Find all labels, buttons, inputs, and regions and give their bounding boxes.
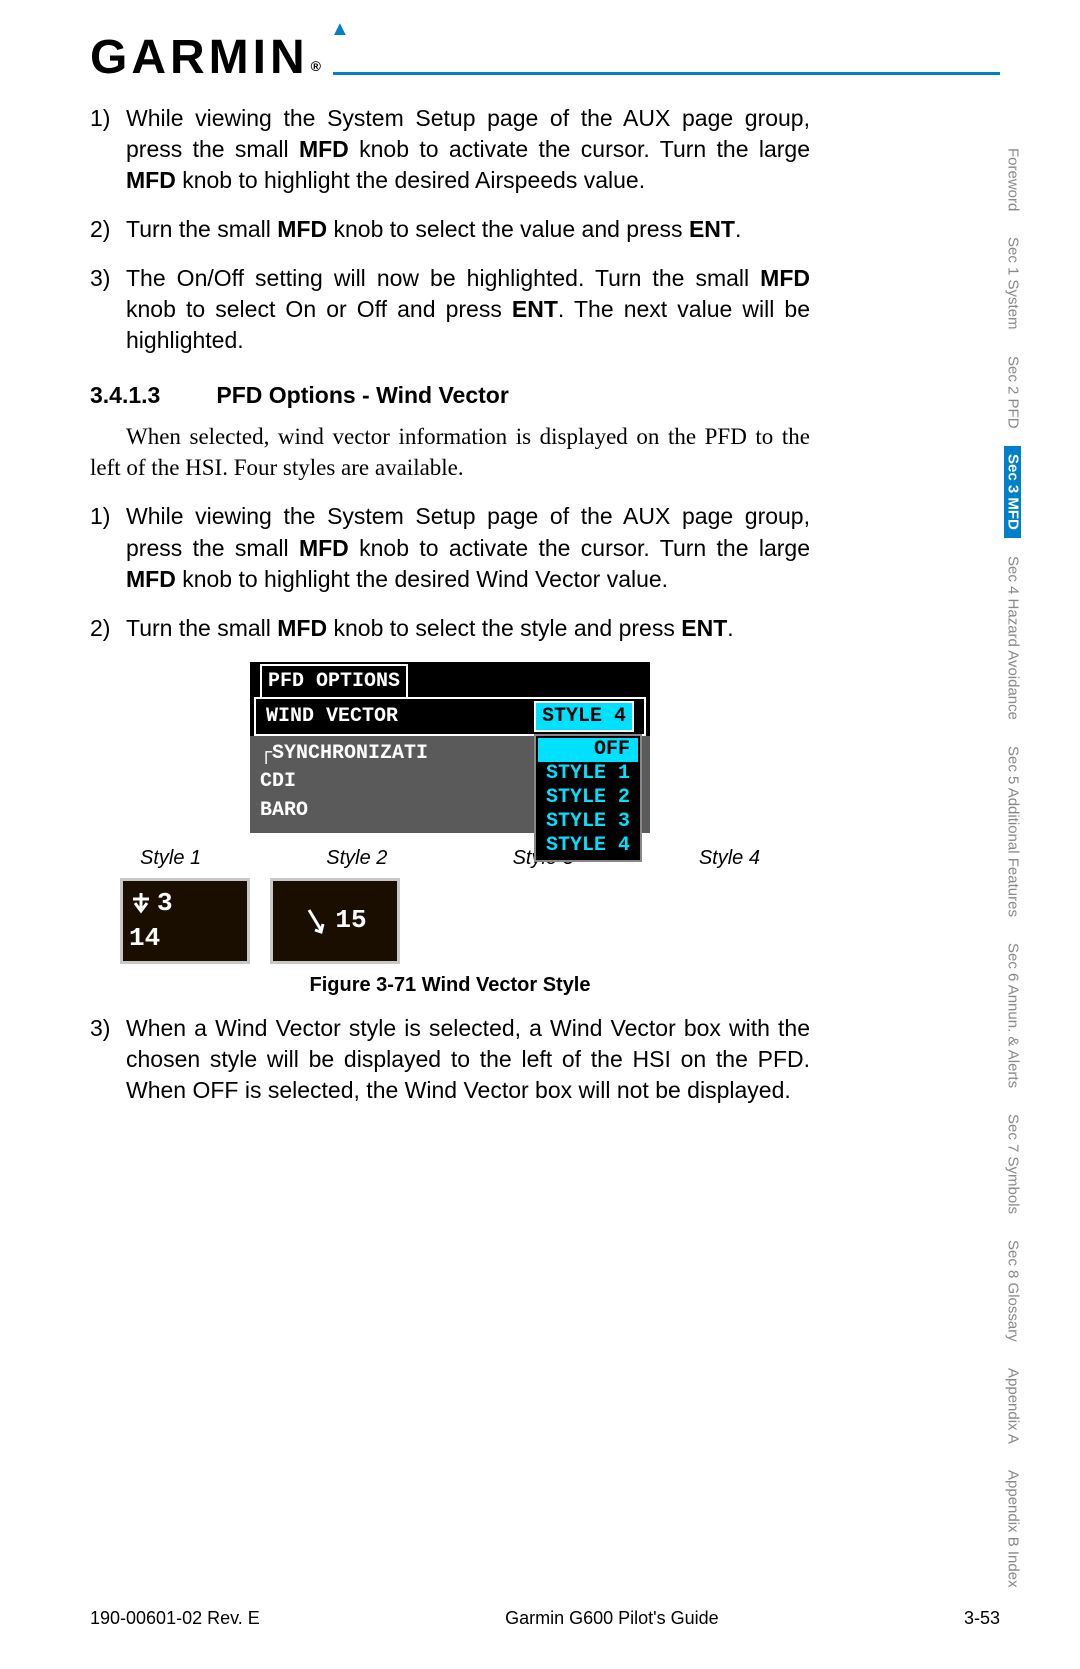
- step-text: When a Wind Vector style is selected, a …: [126, 1013, 810, 1106]
- dropdown-opt-4[interactable]: STYLE 4: [538, 834, 638, 858]
- side-tab[interactable]: Appendix A: [1004, 1360, 1021, 1452]
- garmin-logo: GARMIN® ▲: [90, 30, 325, 85]
- heading-title: PFD Options - Wind Vector: [216, 382, 508, 408]
- footer-right: 3-53: [964, 1608, 1000, 1629]
- main-content: 1)While viewing the System Setup page of…: [90, 103, 810, 1106]
- heading-number: 3.4.1.3: [90, 380, 210, 411]
- style-dropdown[interactable]: OFF STYLE 1 STYLE 2 STYLE 3 STYLE 4: [534, 734, 642, 862]
- dropdown-opt-off[interactable]: OFF: [538, 738, 638, 762]
- sync-area: ┌SYNCHRONIZATI CDI BARO OFF STYLE 1 STYL…: [250, 736, 650, 833]
- footer-center: Garmin G600 Pilot's Guide: [505, 1608, 719, 1629]
- header-rule: [333, 72, 1000, 75]
- style-label-1: Style 1: [140, 845, 201, 872]
- step-number: 3): [90, 263, 126, 356]
- step-item: 3)The On/Off setting will now be highlig…: [90, 263, 810, 356]
- step-text: While viewing the System Setup page of t…: [126, 501, 810, 594]
- dropdown-opt-2[interactable]: STYLE 2: [538, 786, 638, 810]
- arrow-diag-icon: [303, 906, 327, 936]
- step-text: The On/Off setting will now be highlight…: [126, 263, 810, 356]
- style1-bottom-val: 14: [129, 921, 241, 956]
- side-tab[interactable]: Sec 8 Glossary: [1004, 1232, 1021, 1350]
- style1-top-val: 3: [157, 886, 173, 921]
- step-item: 3)When a Wind Vector style is selected, …: [90, 1013, 810, 1106]
- step-text: Turn the small MFD knob to select the va…: [126, 214, 810, 245]
- row-value-box[interactable]: STYLE 4: [534, 701, 634, 732]
- step-item: 2)Turn the small MFD knob to select the …: [90, 613, 810, 644]
- dropdown-opt-3[interactable]: STYLE 3: [538, 810, 638, 834]
- step-text: Turn the small MFD knob to select the st…: [126, 613, 810, 644]
- side-tab[interactable]: Sec 7 Symbols: [1004, 1106, 1021, 1222]
- step-number: 1): [90, 501, 126, 594]
- intro-paragraph: When selected, wind vector information i…: [90, 421, 810, 483]
- side-tab[interactable]: Foreword: [1004, 140, 1021, 219]
- pfd-options-screenshot: PFD OPTIONS WIND VECTOR STYLE 4 ┌SYNCHRO…: [250, 662, 650, 833]
- logo-word: GARMIN: [90, 31, 309, 84]
- style-label-4: Style 4: [699, 845, 760, 872]
- step-number: 1): [90, 103, 126, 196]
- side-tab[interactable]: Sec 2 PFD: [1004, 348, 1021, 437]
- page: GARMIN® ▲ 1)While viewing the System Set…: [0, 0, 1080, 1669]
- step-item: 2)Turn the small MFD knob to select the …: [90, 214, 810, 245]
- logo-registered: ®: [311, 58, 325, 74]
- side-tab[interactable]: Sec 4 Hazard Avoidance: [1004, 548, 1021, 728]
- side-tab[interactable]: Sec 3 MFD: [1004, 446, 1021, 538]
- style-box-1: 3 14: [120, 878, 250, 964]
- style-label-2: Style 2: [326, 845, 387, 872]
- side-tab[interactable]: Sec 1 System: [1004, 229, 1021, 338]
- step-number: 2): [90, 613, 126, 644]
- figure-caption: Figure 3-71 Wind Vector Style: [90, 972, 810, 999]
- side-tab[interactable]: Sec 5 Additional Features: [1004, 738, 1021, 925]
- logo-triangle-icon: ▲: [330, 18, 354, 41]
- groupbox-title: PFD OPTIONS: [260, 664, 408, 697]
- step-text: While viewing the System Setup page of t…: [126, 103, 810, 196]
- dropdown-opt-1[interactable]: STYLE 1: [538, 762, 638, 786]
- side-tab[interactable]: Sec 6 Annun. & Alerts: [1004, 935, 1021, 1096]
- step-item: 1)While viewing the System Setup page of…: [90, 103, 810, 196]
- style-box-2: 15: [270, 878, 400, 964]
- style2-val: 15: [335, 903, 366, 938]
- step-number: 2): [90, 214, 126, 245]
- row-label: WIND VECTOR: [266, 703, 398, 730]
- style-labels-row: Style 1 Style 2 Style 3 Style 4: [140, 845, 760, 872]
- page-footer: 190-00601-02 Rev. E Garmin G600 Pilot's …: [90, 1608, 1000, 1629]
- wind-vector-row: WIND VECTOR STYLE 4: [254, 697, 646, 736]
- step-number: 3): [90, 1013, 126, 1106]
- step-item: 1)While viewing the System Setup page of…: [90, 501, 810, 594]
- side-tabs: Foreword Sec 1 System Sec 2 PFD Sec 3 MFD Se…: [1004, 140, 1040, 1606]
- arrow-down-icon: [129, 891, 153, 915]
- section-heading: 3.4.1.3 PFD Options - Wind Vector: [90, 380, 810, 411]
- side-tab[interactable]: Appendix B Index: [1004, 1462, 1021, 1596]
- footer-left: 190-00601-02 Rev. E: [90, 1608, 260, 1629]
- header-row: GARMIN® ▲: [90, 30, 1000, 85]
- style-boxes-row: 3 14 15: [120, 878, 740, 964]
